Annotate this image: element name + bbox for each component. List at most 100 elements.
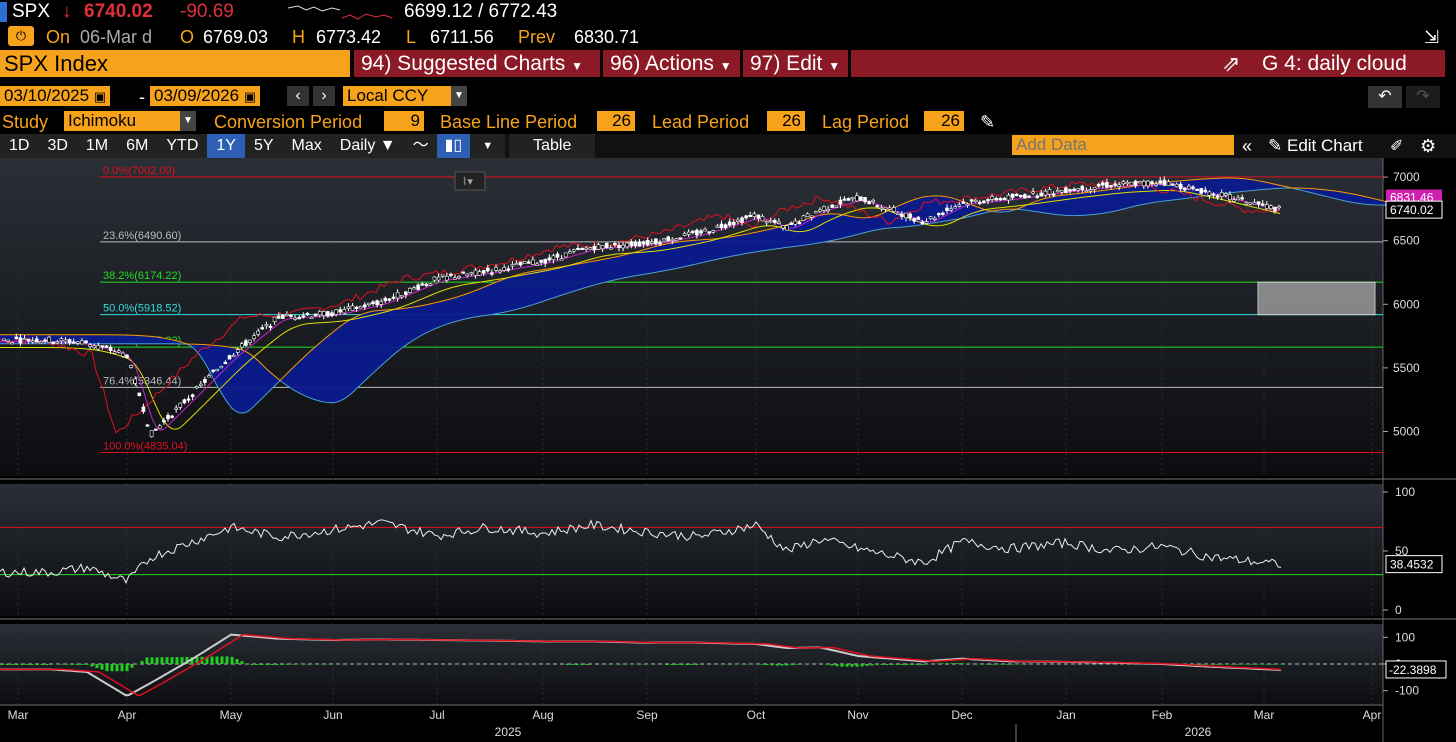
range-1d[interactable]: 1D	[0, 134, 39, 158]
candle-body	[662, 238, 666, 241]
range-ytd[interactable]: YTD	[157, 134, 208, 158]
histogram-bar	[145, 657, 149, 664]
candle-body	[6, 339, 10, 342]
frequency-select[interactable]: Daily ▼	[330, 134, 405, 158]
histogram-bar	[875, 664, 879, 666]
end-date-field[interactable]: 03/09/2026 ▣	[150, 86, 261, 106]
candle-body	[973, 199, 978, 202]
study-select[interactable]: Ichimoku	[64, 111, 184, 131]
redo-icon[interactable]: ↷	[1406, 86, 1440, 108]
range-3d[interactable]: 3D	[38, 134, 77, 158]
candle-body	[194, 386, 199, 389]
range-1y[interactable]: 1Y	[207, 134, 245, 158]
histogram-bar	[265, 664, 269, 666]
year-label: 2025	[495, 725, 522, 739]
histogram-bar	[270, 664, 274, 666]
calendar-icon[interactable]: ▣	[93, 89, 107, 104]
actions-menu[interactable]: 96) Actions ▼	[603, 50, 740, 77]
histogram-bar	[1240, 664, 1244, 665]
base-line-period-input[interactable]: 26	[597, 111, 635, 131]
candle-chart-icon[interactable]: ▮▯	[436, 134, 471, 158]
add-data-input[interactable]	[1012, 135, 1234, 155]
launchpad-icon[interactable]: ⇗	[1222, 51, 1241, 76]
histogram-bar	[940, 663, 944, 664]
chevron-down-icon[interactable]: ▼	[451, 86, 467, 106]
month-tick-label: Nov	[847, 708, 868, 722]
candle-body	[912, 218, 917, 222]
candle-body	[149, 430, 154, 438]
candle-body	[215, 369, 219, 372]
start-date-field[interactable]: 03/10/2025 ▣	[0, 86, 111, 106]
candle-body	[203, 379, 207, 383]
histogram-bar	[255, 664, 259, 666]
candle-body	[953, 206, 958, 209]
annotate-icon[interactable]: ✐	[1390, 138, 1404, 155]
candle-body	[252, 335, 256, 339]
candle-body	[490, 272, 494, 275]
chevron-down-icon[interactable]: ▼	[180, 111, 196, 131]
candle-body	[678, 237, 683, 240]
day-range: 6699.12 / 6772.43	[404, 1, 558, 22]
range-1m[interactable]: 1M	[76, 134, 118, 158]
cloud-lower-edge	[0, 187, 1400, 414]
histogram-bar	[155, 657, 159, 664]
fib-level-label: 23.6%(6490.60)	[103, 230, 181, 242]
histogram-bar	[760, 664, 764, 665]
lead-period-label: Lead Period	[652, 111, 750, 132]
edit-chart-button[interactable]: ✎ Edit Chart	[1268, 134, 1363, 158]
table-button[interactable]: Table	[509, 134, 596, 158]
candle-body	[1084, 189, 1089, 193]
collapse-icon[interactable]: «	[1242, 135, 1253, 156]
histogram-bar	[890, 664, 894, 665]
histogram-bar	[220, 656, 224, 664]
candle-body	[199, 383, 203, 386]
candle-body	[1051, 193, 1056, 196]
popout-icon[interactable]: ⇲	[1424, 26, 1440, 47]
histogram-bar	[110, 664, 114, 672]
chevron-left-icon[interactable]: ‹	[287, 86, 309, 106]
histogram-bar	[825, 664, 829, 665]
histogram-bar	[180, 657, 184, 664]
pencil-icon[interactable]: ✎	[980, 111, 996, 132]
histogram-bar	[285, 664, 289, 665]
chart-type-dropdown-icon[interactable]: ▼	[470, 134, 506, 158]
candle-body	[551, 255, 556, 260]
candle-body	[362, 304, 367, 308]
histogram-bar	[205, 656, 209, 664]
histogram-bar	[1250, 664, 1254, 665]
histogram-bar	[1245, 664, 1249, 665]
rsi-tick-label: 50	[1395, 544, 1409, 558]
range-max[interactable]: Max	[282, 134, 331, 158]
chevron-right-icon[interactable]: ›	[313, 86, 335, 106]
edit-menu[interactable]: 97) Edit ▼	[743, 50, 848, 77]
low-label: L	[406, 26, 417, 47]
suggested-charts-menu[interactable]: 94) Suggested Charts ▼	[354, 50, 600, 77]
candle-body	[731, 221, 736, 225]
market-status-icon[interactable]: ⏻	[8, 26, 34, 46]
month-tick-label: Jul	[429, 708, 444, 722]
candle-body	[63, 339, 68, 343]
ticker-marker	[0, 2, 7, 22]
gear-icon[interactable]: ⚙	[1420, 135, 1437, 156]
currency-text: Local CCY	[347, 86, 429, 105]
rsi-panel-bg	[0, 484, 1383, 616]
security-field[interactable]: SPX Index	[0, 50, 350, 77]
line-chart-icon[interactable]: 〜	[404, 134, 437, 158]
candle-body	[354, 306, 359, 309]
chart-area[interactable]: Mar Apr May Jun Jul Aug Sep Oct Nov Dec Jan Feb Mar A…	[0, 158, 1456, 742]
range-6m[interactable]: 6M	[117, 134, 158, 158]
currency-select[interactable]: Local CCY	[343, 86, 465, 106]
ticker-symbol[interactable]: SPX	[12, 1, 51, 22]
candle-body	[1092, 187, 1097, 190]
candle-body	[1096, 183, 1101, 187]
range-5y[interactable]: 5Y	[244, 134, 283, 158]
calendar-icon[interactable]: ▣	[243, 89, 257, 104]
lead-period-input[interactable]: 26	[767, 111, 805, 131]
candle-body	[1047, 189, 1052, 195]
lag-period-input[interactable]: 26	[924, 111, 964, 131]
histogram-bar	[15, 664, 19, 665]
undo-icon[interactable]: ↶	[1368, 86, 1402, 108]
conversion-period-input[interactable]: 9	[384, 111, 424, 131]
candle-body	[895, 212, 900, 215]
fib-level-label: 50.0%(5918.52)	[103, 303, 181, 315]
